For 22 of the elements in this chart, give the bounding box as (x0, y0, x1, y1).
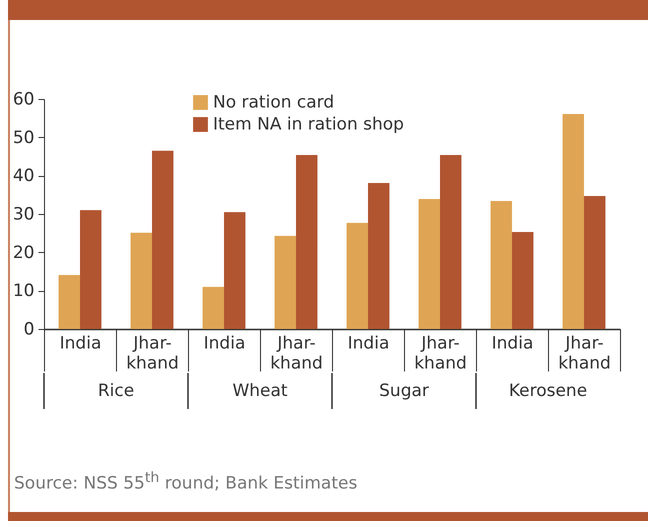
legend-label: No ration card (213, 92, 334, 112)
y-tick-label: 0 (24, 320, 34, 340)
x-tick-label: India (60, 334, 102, 354)
text: Sugar (379, 381, 429, 401)
x-tick-label: India (204, 334, 246, 354)
source-note: Source: NSS 55$^{th}$ round; Bank Estimates (14, 470, 358, 494)
y-tick-label: 20 (12, 242, 34, 263)
x-tick-label: Jhar- khand (126, 334, 179, 374)
text: Kerosene (508, 381, 588, 401)
y-tick-label: 60 (12, 90, 34, 110)
x-tick-label: Jhar- khand (414, 334, 467, 374)
y-tick-label: 30 (12, 204, 34, 224)
y-tick-label: 40 (12, 166, 34, 186)
legend-label: Item NA in ration shop (213, 114, 404, 134)
x-tick-label: India (492, 334, 534, 354)
text: Rice (98, 381, 134, 401)
y-tick-label: 50 (12, 128, 34, 148)
x-tick-label: Jhar- khand (558, 334, 611, 374)
x-tick-label: India (348, 334, 390, 354)
x-tick-label: Jhar- khand (270, 334, 323, 374)
text: Wheat (232, 381, 288, 401)
y-tick-label: 10 (12, 281, 34, 302)
